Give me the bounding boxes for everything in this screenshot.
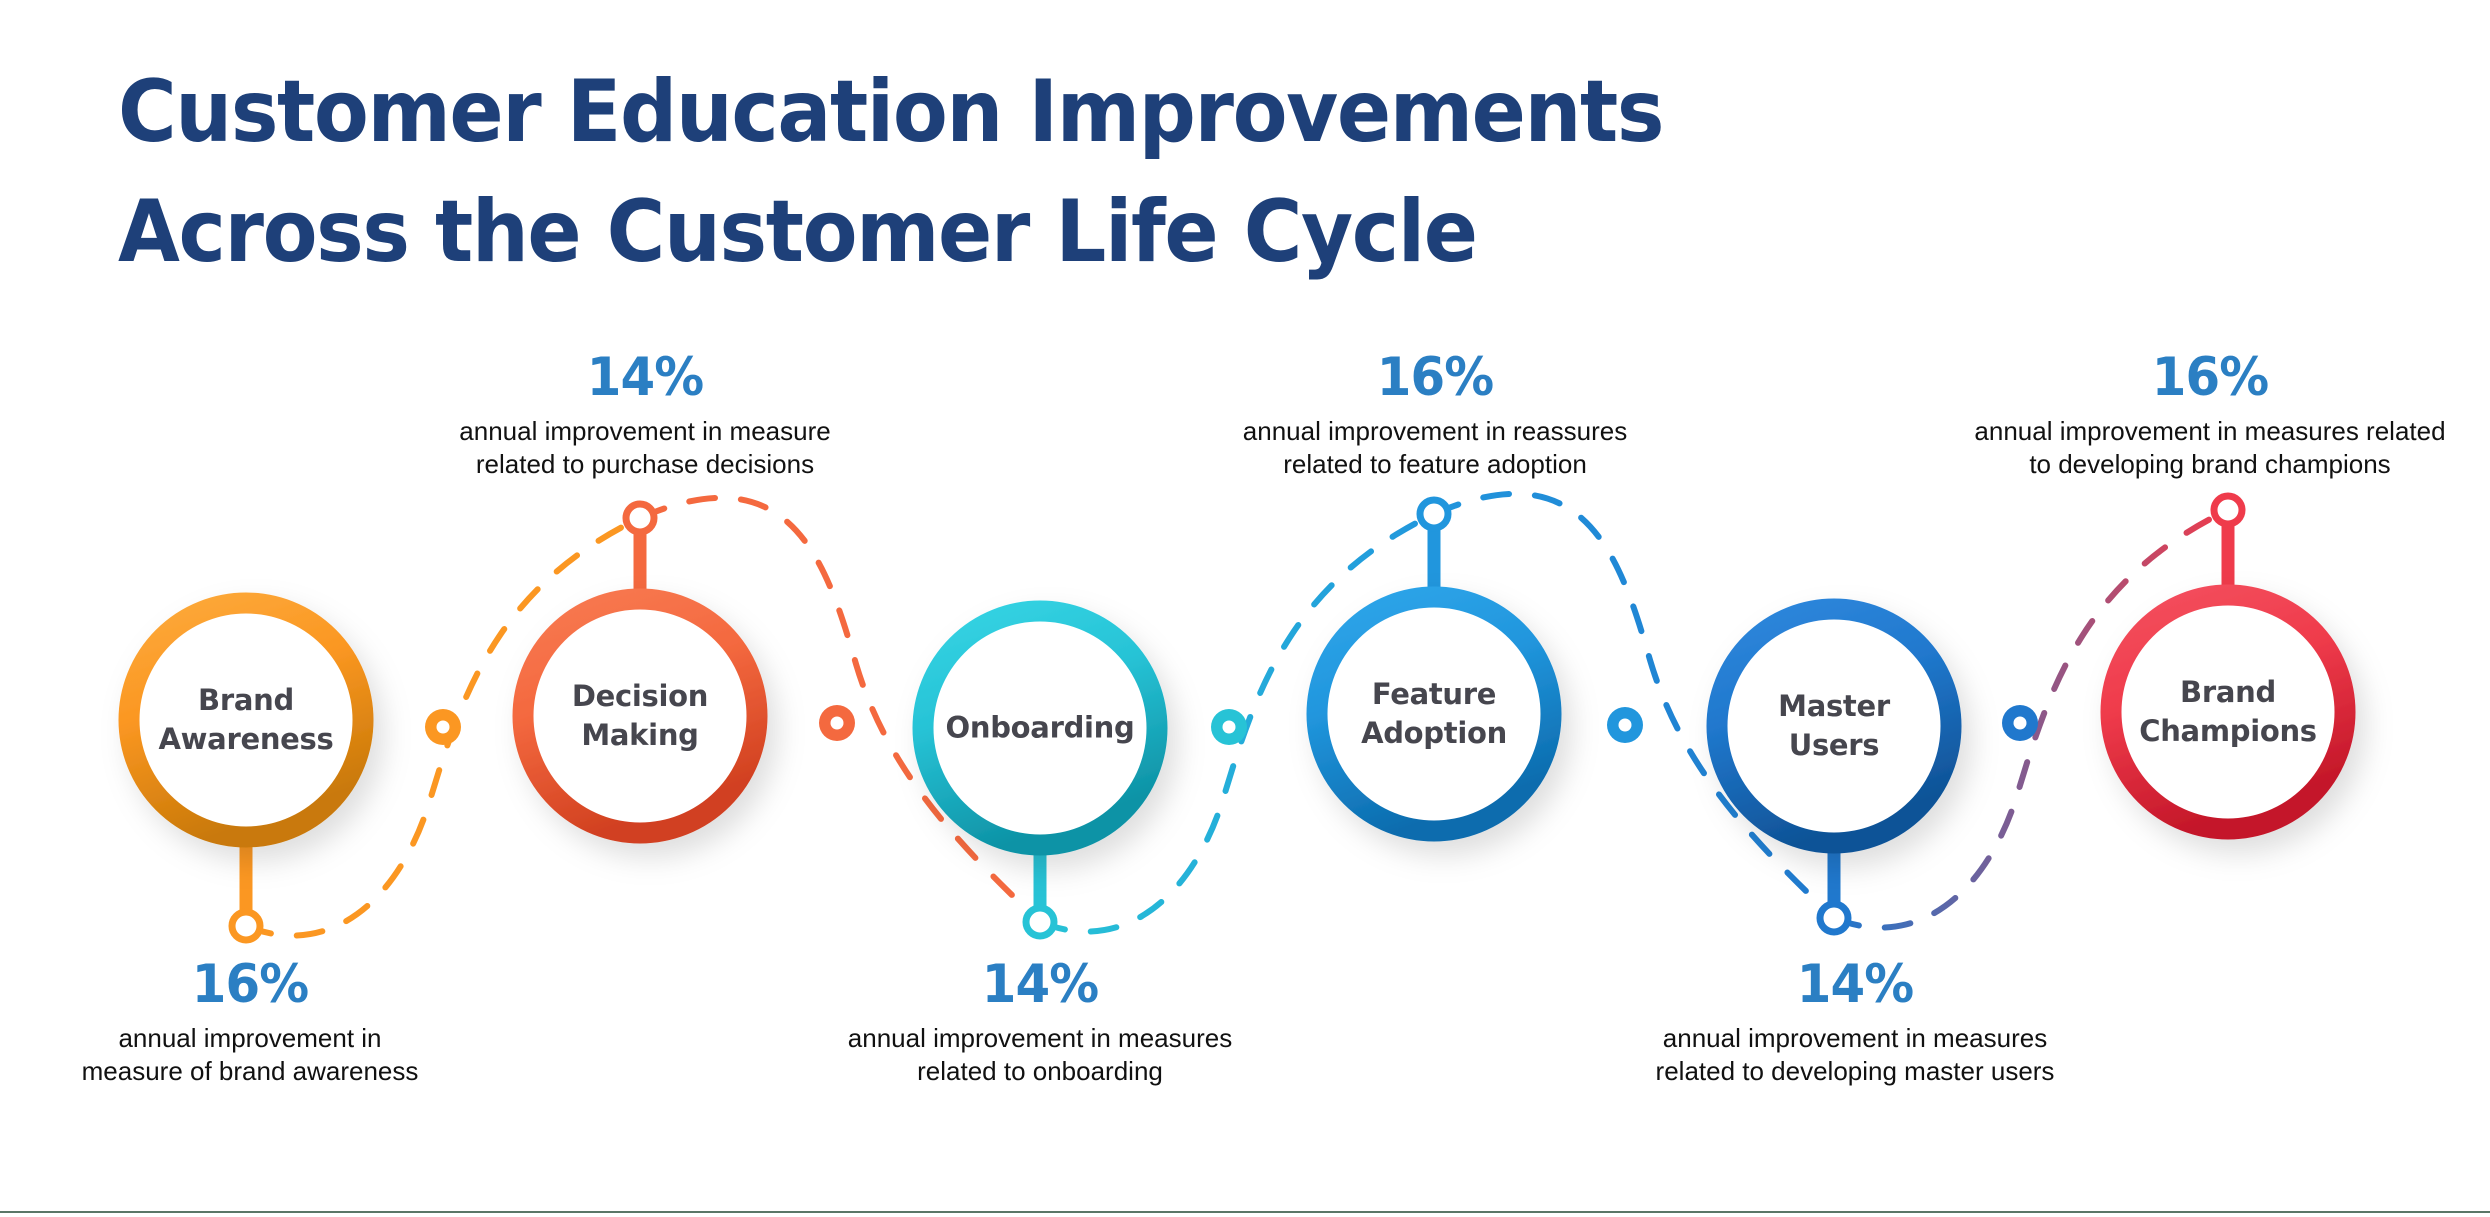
callout-master-users: 14% annual improvement in measures relat…	[1600, 955, 2110, 1088]
connector-dot-group	[425, 705, 2038, 745]
callout-desc-brand-champions: annual improvement in measures related t…	[1974, 416, 2446, 479]
node-ring-decision-making[interactable]	[512, 588, 768, 844]
page-title: Customer Education Improvements Across t…	[118, 52, 2018, 292]
dashed-arc-1	[243, 515, 643, 939]
connector-dot-5	[2002, 705, 2038, 741]
connector-dot-4	[1607, 707, 1643, 743]
connector-dot-3	[1211, 709, 1247, 745]
callout-desc-feature-adoption: annual improvement in reassures related …	[1242, 416, 1628, 479]
dashed-arc-4	[1431, 490, 1837, 921]
callout-onboarding: 14% annual improvement in measures relat…	[815, 955, 1265, 1088]
stem-group	[228, 492, 2246, 944]
stem-endpoint-onboarding	[1022, 904, 1058, 940]
callout-decision-making: 14% annual improvement in measure relate…	[415, 348, 875, 481]
node-ring-feature-adoption[interactable]	[1306, 586, 1562, 842]
connector-dot-2	[819, 705, 855, 741]
callout-percent-feature-adoption: 16%	[1376, 347, 1494, 408]
callout-desc-master-users: annual improvement in measures related t…	[1655, 1023, 2055, 1086]
callout-percent-brand-champions: 16%	[2151, 347, 2269, 408]
dashed-arc-2	[637, 494, 1043, 925]
stem-endpoint-decision-making	[622, 500, 658, 536]
callout-brand-champions: 16% annual improvement in measures relat…	[1940, 348, 2480, 481]
dashed-arc-group	[243, 490, 2231, 939]
node-ring-group	[118, 584, 2356, 856]
node-ring-master-users[interactable]	[1706, 598, 1962, 854]
callout-percent-onboarding: 14%	[981, 954, 1099, 1015]
callout-brand-awareness: 16% annual improvement in measure of bra…	[40, 955, 460, 1088]
connector-dot-1	[425, 709, 461, 745]
page-title-line-2: Across the Customer Life Cycle	[118, 182, 1478, 282]
stem-endpoint-feature-adoption	[1416, 496, 1452, 532]
node-ring-onboarding[interactable]	[912, 600, 1168, 856]
callout-desc-brand-awareness: annual improvement in measure of brand a…	[81, 1023, 419, 1086]
stem-endpoint-brand-champions	[2210, 492, 2246, 528]
stem-endpoint-brand-awareness	[228, 908, 264, 944]
callout-percent-decision-making: 14%	[586, 347, 704, 408]
node-ring-brand-awareness[interactable]	[118, 592, 374, 848]
dashed-arc-3	[1037, 511, 1437, 935]
callout-percent-brand-awareness: 16%	[191, 954, 309, 1015]
callout-feature-adoption: 16% annual improvement in reassures rela…	[1205, 348, 1665, 481]
callout-percent-master-users: 14%	[1796, 954, 1914, 1015]
page-title-line-1: Customer Education Improvements	[118, 62, 1665, 162]
node-ring-brand-champions[interactable]	[2100, 584, 2356, 840]
stem-endpoint-master-users	[1816, 900, 1852, 936]
bottom-rule	[0, 1211, 2490, 1213]
dashed-arc-5	[1831, 507, 2231, 931]
callout-desc-onboarding: annual improvement in measures related t…	[847, 1023, 1233, 1086]
callout-desc-decision-making: annual improvement in measure related to…	[459, 416, 831, 479]
